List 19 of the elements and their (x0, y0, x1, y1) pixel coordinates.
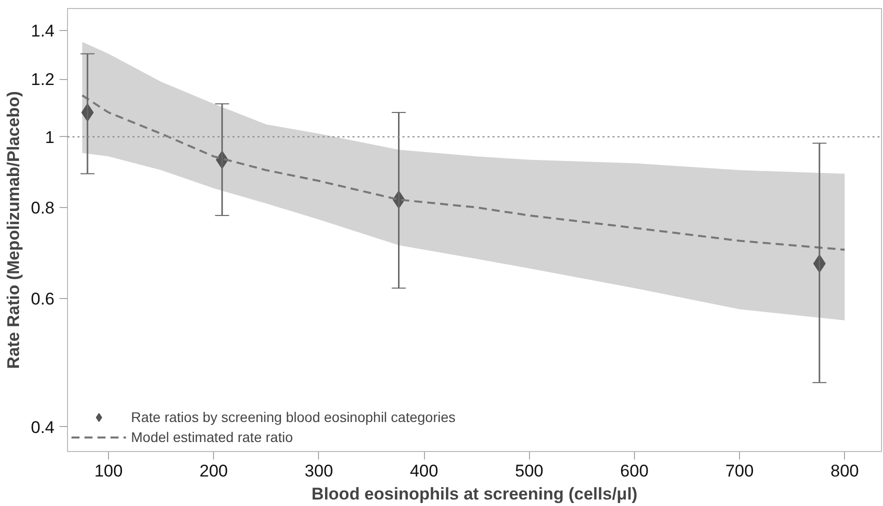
y-tick-label: 0.8 (30, 198, 55, 218)
x-tick-label: 200 (200, 462, 228, 480)
x-tick-label: 600 (620, 462, 649, 480)
y-axis-title: Rate Ratio (Mepolizumab/Placebo) (4, 91, 23, 369)
y-tick-label: 0.4 (30, 418, 55, 437)
x-tick-label: 700 (725, 462, 754, 480)
legend-label: Rate ratios by screening blood eosinophil categories (131, 409, 456, 425)
x-tick-label: 800 (830, 462, 859, 480)
line-series (81, 94, 846, 251)
x-tick-label: 400 (410, 462, 438, 480)
legend-label: Model estimated rate ratio (131, 429, 293, 445)
x-axis-title: Blood eosinophils at screening (cells/μl) (312, 484, 638, 504)
y-tick-label: 1.4 (30, 21, 55, 40)
x-tick-label: 100 (94, 462, 123, 480)
x-tick-label: 300 (304, 462, 334, 480)
y-tick-label: 1.2 (30, 70, 55, 90)
y-tick-label: 1 (45, 128, 55, 147)
x-tick-label: 500 (515, 462, 544, 480)
y-tick-label: 0.6 (30, 290, 55, 308)
